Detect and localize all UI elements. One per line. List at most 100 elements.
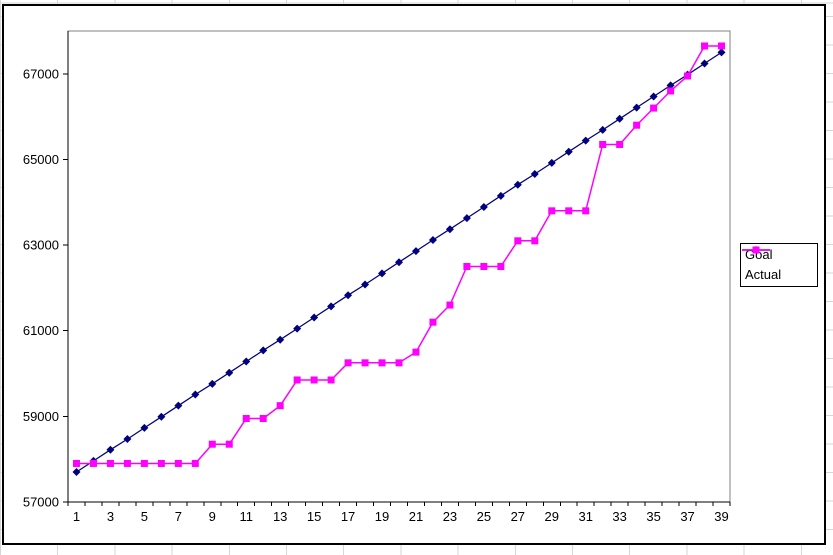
actual-data-point[interactable] xyxy=(174,459,182,467)
goal-data-point[interactable] xyxy=(208,379,217,388)
actual-data-point[interactable] xyxy=(395,359,403,367)
legend[interactable]: Goal Actual xyxy=(740,243,818,287)
goal-data-point[interactable] xyxy=(428,235,437,244)
goal-data-point[interactable] xyxy=(242,357,251,366)
actual-data-point[interactable] xyxy=(327,376,335,384)
goal-data-point[interactable] xyxy=(547,158,556,167)
goal-data-point[interactable] xyxy=(700,59,709,68)
x-axis-label: 31 xyxy=(578,509,592,524)
x-axis-label: 23 xyxy=(443,509,457,524)
goal-data-point[interactable] xyxy=(327,302,336,311)
square-marker-icon xyxy=(752,246,760,254)
x-axis-label: 39 xyxy=(714,509,728,524)
actual-data-point[interactable] xyxy=(276,402,284,410)
goal-data-point[interactable] xyxy=(174,401,183,410)
actual-data-point[interactable] xyxy=(633,121,641,129)
goal-data-point[interactable] xyxy=(361,280,370,289)
x-axis-label: 37 xyxy=(680,509,694,524)
y-axis-label: 65000 xyxy=(23,152,59,167)
goal-data-point[interactable] xyxy=(649,92,658,101)
actual-data-point[interactable] xyxy=(446,301,454,309)
actual-data-point[interactable] xyxy=(72,459,80,467)
goal-data-point[interactable] xyxy=(445,225,454,234)
actual-data-point[interactable] xyxy=(497,263,505,270)
actual-data-point[interactable] xyxy=(480,263,488,270)
actual-data-point[interactable] xyxy=(582,207,590,215)
actual-data-point[interactable] xyxy=(667,87,675,95)
x-axis-label: 15 xyxy=(307,509,321,524)
actual-data-point[interactable] xyxy=(123,459,131,467)
actual-data-point[interactable] xyxy=(89,459,97,467)
actual-data-point[interactable] xyxy=(106,459,114,467)
goal-data-point[interactable] xyxy=(106,445,115,454)
x-axis-label: 17 xyxy=(341,509,355,524)
goal-data-point[interactable] xyxy=(564,147,573,156)
actual-data-point[interactable] xyxy=(208,440,216,448)
goal-data-point[interactable] xyxy=(293,324,302,333)
goal-data-point[interactable] xyxy=(344,291,353,300)
goal-data-point[interactable] xyxy=(717,48,726,57)
goal-data-point[interactable] xyxy=(462,214,471,223)
actual-data-point[interactable] xyxy=(514,237,522,245)
x-axis-label: 9 xyxy=(209,509,216,524)
actual-data-point[interactable] xyxy=(548,207,556,215)
actual-data-point[interactable] xyxy=(684,72,692,80)
actual-data-point[interactable] xyxy=(361,359,369,367)
actual-data-point[interactable] xyxy=(616,140,624,148)
actual-data-point[interactable] xyxy=(463,263,471,270)
goal-data-point[interactable] xyxy=(191,390,200,399)
legend-item-actual[interactable]: Actual xyxy=(741,246,817,285)
actual-data-point[interactable] xyxy=(140,459,148,467)
goal-data-point[interactable] xyxy=(479,202,488,211)
x-axis-label: 25 xyxy=(477,509,491,524)
goal-data-point[interactable] xyxy=(395,258,403,267)
actual-data-point[interactable] xyxy=(310,376,318,384)
goal-data-point[interactable] xyxy=(632,103,641,112)
x-axis-label: 3 xyxy=(107,509,114,524)
goal-data-point[interactable] xyxy=(378,269,387,278)
goal-data-point[interactable] xyxy=(530,170,539,179)
actual-data-point[interactable] xyxy=(412,348,420,356)
actual-data-point[interactable] xyxy=(344,359,352,367)
goal-data-point[interactable] xyxy=(581,136,590,145)
actual-data-point[interactable] xyxy=(599,140,607,148)
actual-data-point[interactable] xyxy=(293,376,301,384)
goal-data-point[interactable] xyxy=(310,313,319,322)
plot-area-border xyxy=(67,30,731,503)
goal-data-point[interactable] xyxy=(157,412,166,421)
actual-data-point[interactable] xyxy=(565,207,573,215)
goal-data-point[interactable] xyxy=(123,435,132,444)
actual-data-point[interactable] xyxy=(191,459,199,467)
actual-data-point[interactable] xyxy=(531,237,539,245)
actual-data-point[interactable] xyxy=(718,42,726,50)
goal-data-point[interactable] xyxy=(225,368,234,377)
goal-data-point[interactable] xyxy=(598,125,607,134)
goal-data-point[interactable] xyxy=(140,423,149,432)
goal-data-point[interactable] xyxy=(72,468,81,477)
goal-data-point[interactable] xyxy=(259,346,268,355)
x-axis-label: 35 xyxy=(646,509,660,524)
chart-object[interactable]: 57000 59000 61000 63000 65000 67000 1 3 5 7 9 11 13 1… xyxy=(2,4,826,545)
actual-data-point[interactable] xyxy=(157,459,165,467)
x-axis-label: 13 xyxy=(273,509,287,524)
goal-data-point[interactable] xyxy=(411,247,420,256)
y-axis-label: 67000 xyxy=(23,66,59,81)
actual-data-point[interactable] xyxy=(225,440,233,448)
actual-data-point[interactable] xyxy=(242,415,250,423)
goal-data-point[interactable] xyxy=(513,180,522,189)
actual-data-point[interactable] xyxy=(429,318,437,326)
actual-line-sample-icon xyxy=(742,246,770,254)
actual-data-point[interactable] xyxy=(378,359,386,367)
goal-data-point[interactable] xyxy=(615,114,624,123)
legend-label-actual: Actual xyxy=(745,267,782,282)
x-axis-label: 7 xyxy=(175,509,182,524)
x-axis-label: 33 xyxy=(612,509,626,524)
x-axis-label: 11 xyxy=(239,509,253,524)
actual-data-point[interactable] xyxy=(650,104,658,112)
y-axis-label: 61000 xyxy=(23,323,59,338)
goal-data-point[interactable] xyxy=(496,191,505,200)
actual-data-point[interactable] xyxy=(701,42,709,50)
goal-data-point[interactable] xyxy=(276,335,285,344)
goal-data-point[interactable] xyxy=(666,81,675,90)
actual-data-point[interactable] xyxy=(259,415,267,423)
